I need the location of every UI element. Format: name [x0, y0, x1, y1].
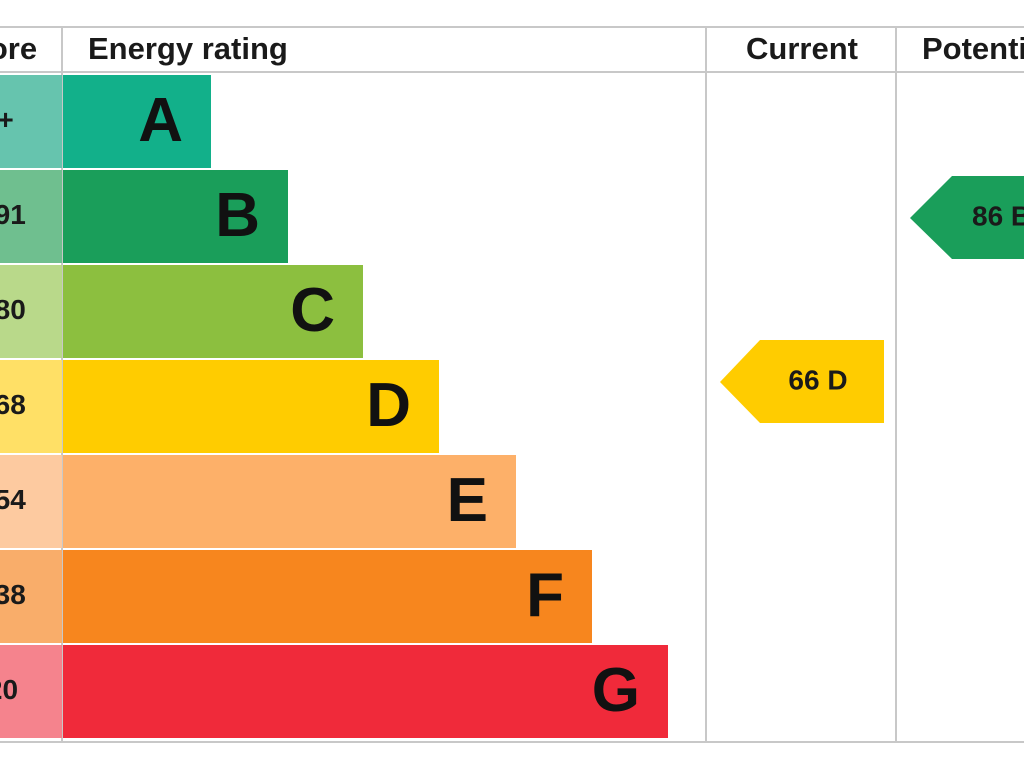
score-cell — [0, 550, 62, 643]
rating-letter: A — [138, 86, 183, 155]
rating-letter: E — [447, 466, 488, 535]
current-arrow — [720, 340, 884, 423]
rating-bar — [63, 550, 592, 643]
score-cell — [0, 75, 62, 168]
rating-letter: D — [366, 371, 411, 440]
rating-letter: G — [592, 656, 640, 725]
potential-arrow — [910, 176, 1024, 259]
score-cell — [0, 265, 62, 358]
rating-bar — [63, 170, 288, 263]
score-range: 39-54 — [0, 484, 26, 515]
rating-bar — [63, 75, 211, 168]
score-cell — [0, 645, 62, 738]
score-range: 92+ — [0, 104, 14, 135]
score-range: 69-80 — [0, 294, 26, 325]
score-cell — [0, 170, 62, 263]
potential-header: Potential — [922, 31, 1024, 66]
rating-letter: C — [290, 276, 335, 345]
rating-bar — [63, 265, 363, 358]
score-range: 55-68 — [0, 389, 26, 420]
score-range: 81-91 — [0, 199, 26, 230]
rating-letter: F — [526, 561, 564, 630]
score-range: 1-20 — [0, 674, 18, 705]
current-label: 66 D — [788, 364, 847, 395]
current-header: Current — [746, 31, 858, 66]
rating-letter: B — [215, 181, 260, 250]
score-range: 21-38 — [0, 579, 26, 610]
rating-bar — [63, 645, 668, 738]
score-header: Score — [0, 31, 37, 66]
rating-bar — [63, 455, 516, 548]
rating-bar — [63, 360, 439, 453]
score-cell — [0, 360, 62, 453]
energy-rating-header: Energy rating — [88, 31, 288, 66]
potential-label: 86 B — [972, 200, 1024, 231]
score-cell — [0, 455, 62, 548]
